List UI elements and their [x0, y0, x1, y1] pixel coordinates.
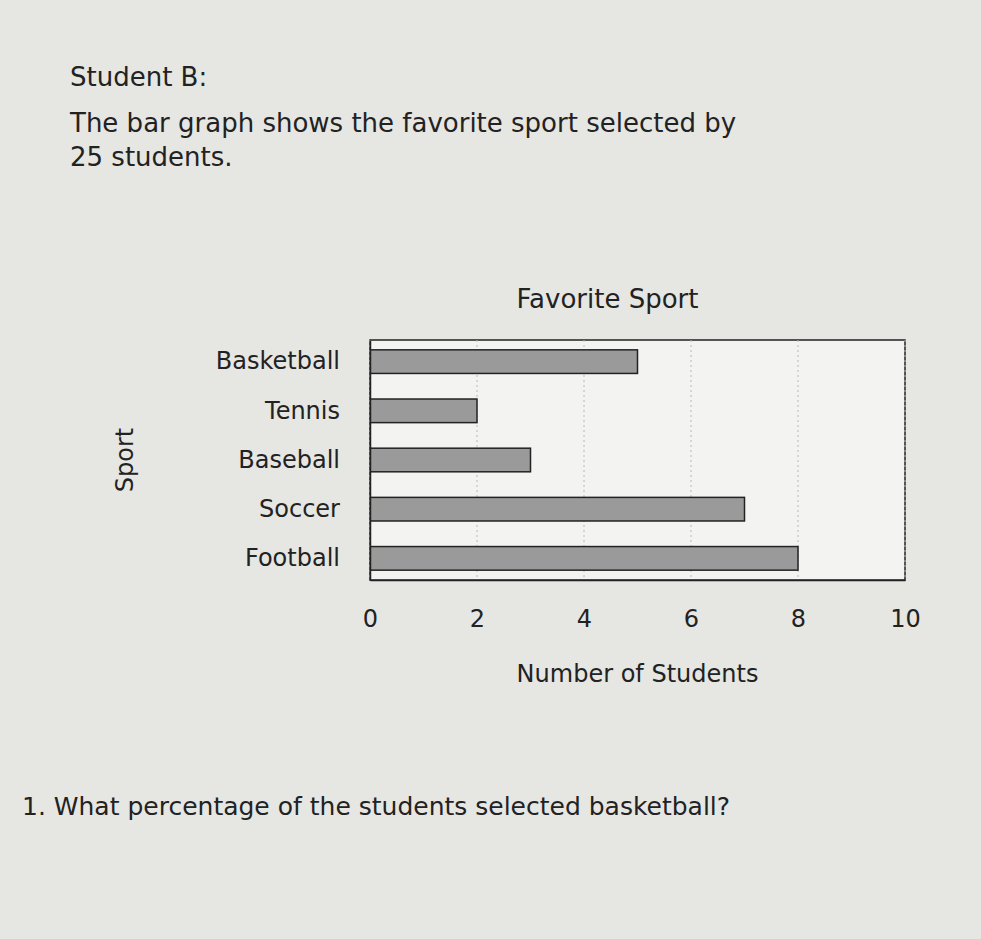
- y-tick: Football: [245, 544, 370, 572]
- y-axis-line: [370, 341, 372, 581]
- y-tick: Soccer: [259, 495, 370, 523]
- y-tick-label: Basketball: [216, 347, 340, 375]
- x-tick-label: 0: [363, 605, 378, 633]
- header-title: Student B:: [70, 62, 207, 92]
- y-tick-label: Tennis: [264, 396, 340, 424]
- chart-title: Favorite Sport: [517, 284, 699, 314]
- grid-line: [905, 340, 906, 580]
- x-tick: 4: [577, 580, 592, 633]
- x-tick: 2: [470, 580, 485, 633]
- bars: [370, 350, 798, 570]
- bar: [370, 497, 745, 521]
- description-line: The bar graph shows the favorite sport s…: [69, 108, 736, 138]
- bar: [370, 350, 638, 374]
- y-tick-label: Football: [245, 544, 340, 572]
- x-tick-label: 2: [470, 605, 485, 633]
- x-tick-label: 6: [684, 605, 699, 633]
- grid-line: [370, 340, 371, 580]
- x-tick-label: 10: [890, 605, 921, 633]
- bar: [370, 448, 531, 472]
- plot-frame: [370, 340, 905, 580]
- y-tick: Basketball: [216, 347, 370, 375]
- x-tick-label: 4: [577, 605, 592, 633]
- x-tick: 6: [684, 580, 699, 633]
- x-axis-title: Number of Students: [517, 660, 759, 688]
- description-line: 25 students.: [70, 142, 233, 172]
- grid-line: [584, 340, 585, 580]
- y-tick: Baseball: [238, 446, 370, 474]
- grid: [370, 340, 905, 580]
- y-tick: Tennis: [264, 396, 370, 424]
- y-tick-label: Baseball: [238, 446, 340, 474]
- x-tick-label: 8: [791, 605, 806, 633]
- bar: [370, 547, 798, 571]
- question: 1. What percentage of the students selec…: [22, 792, 730, 821]
- y-axis-title: Sport: [111, 428, 139, 492]
- x-tick: 10: [890, 580, 921, 633]
- x-tick: 8: [791, 580, 806, 633]
- grid-line: [798, 340, 799, 580]
- x-tick: 0: [363, 580, 378, 633]
- x-axis: 0 2 4 6 8 10: [363, 580, 921, 633]
- x-axis-line: [371, 580, 906, 582]
- y-tick-label: Soccer: [259, 495, 340, 523]
- bar: [370, 399, 477, 423]
- grid-line: [691, 340, 692, 580]
- y-axis: Basketball Tennis Baseball Soccer Football: [216, 341, 371, 581]
